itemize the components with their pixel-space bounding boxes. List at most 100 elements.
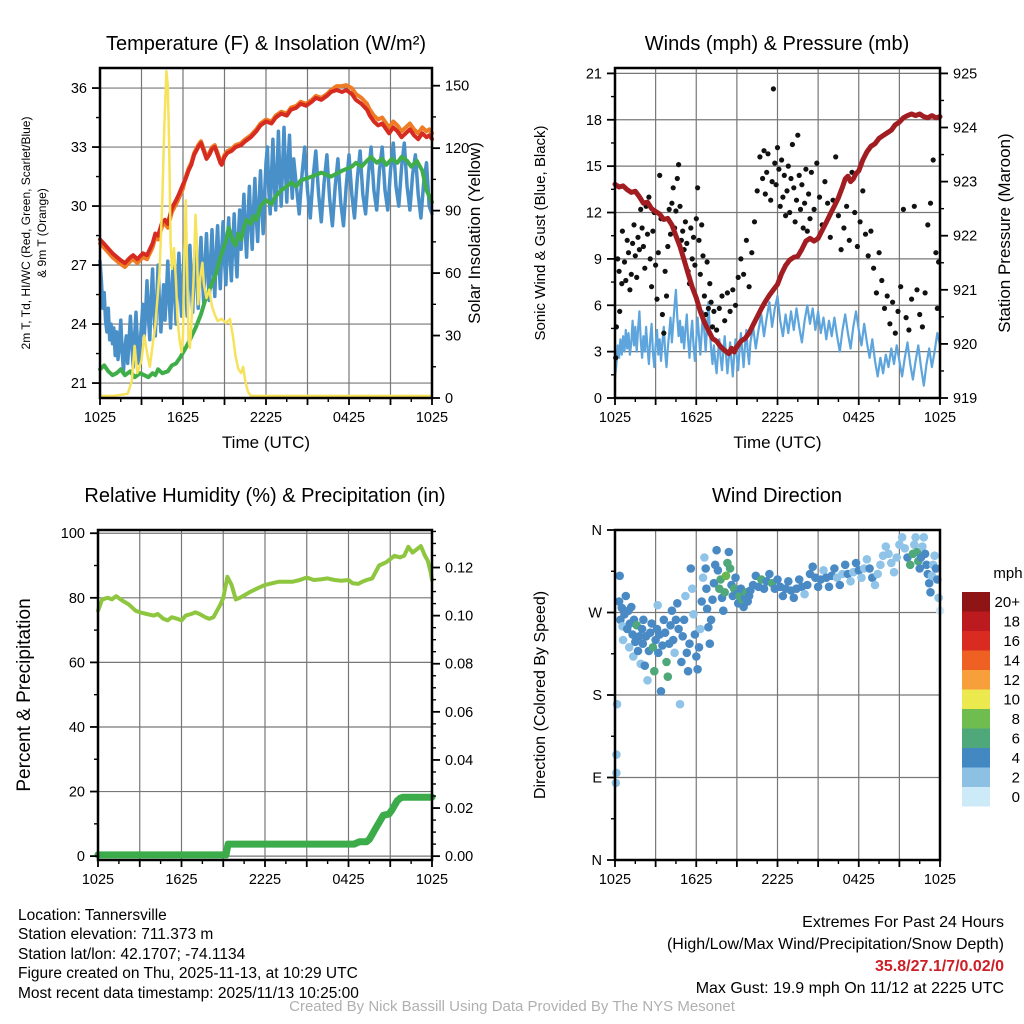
speed-colorbar: mph 20+ 18 16 14 12 10 8 6 4 2 0	[962, 565, 1023, 807]
x-tick-label: 2225	[249, 872, 281, 888]
y-left-tick-label: 15	[586, 159, 602, 175]
y-left-tick-label: 0	[594, 391, 602, 407]
y-left-tick-label: 27	[71, 258, 87, 274]
x-axis-label: Time (UTC)	[733, 433, 821, 452]
x-tick-label: 2225	[761, 872, 793, 888]
extremes-title: Extremes For Past 24 Hours	[802, 914, 1004, 931]
x-tick-label: 2225	[250, 410, 282, 426]
chart-title: Wind Direction	[712, 485, 842, 507]
x-tick-label: 1025	[924, 872, 956, 888]
y-right-tick-label: 120	[445, 141, 469, 157]
chart-title: Winds (mph) & Pressure (mb)	[645, 33, 910, 55]
x-tick-label: 1025	[599, 872, 631, 888]
humidity-series	[96, 544, 434, 623]
x-tick-label: 1025	[599, 410, 631, 426]
winds-pressure-chart: 1025 1625 2225 0425 1025 0 3 6 9 12 15 18 21 919 920 92…	[532, 33, 1014, 452]
y-left-tick-label: 0	[77, 849, 85, 865]
y-left-tick-label: 9	[594, 252, 602, 268]
y-left-tick-label: 60	[69, 655, 85, 671]
y-right-axis-label: Station Pressure (Maroon)	[995, 133, 1014, 332]
y-left-tick-label: 36	[71, 81, 87, 97]
x-tick-label: 0425	[333, 410, 365, 426]
colorbar-label: 20+	[995, 594, 1021, 611]
x-tick-label: 1625	[680, 872, 712, 888]
pressure-series	[612, 111, 943, 357]
x-tick-label: 0425	[843, 410, 875, 426]
x-tick-label: 1625	[167, 410, 199, 426]
chart-title: Temperature (F) & Insolation (W/m²)	[106, 33, 426, 55]
y-right-tick-label: 0.12	[445, 561, 473, 577]
y-right-tick-label: 30	[445, 329, 461, 345]
max-gust: Max Gust: 19.9 mph On 11/12 at 2225 UTC	[695, 980, 1004, 997]
y-left-tick-label: N	[592, 523, 602, 539]
station-location: Location: Tannersville	[18, 907, 167, 924]
station-info-block: Location: Tannersville Station elevation…	[18, 906, 359, 1003]
solar-insolation-series	[98, 69, 434, 398]
y-right-tick-label: 60	[445, 266, 461, 282]
y-left-axis-label: 2m T, Td, HI/WC (Red, Green, Scarlet/Blu…	[19, 117, 33, 350]
y-right-tick-label: 924	[953, 121, 977, 137]
colorbar-label: 2	[1012, 769, 1020, 786]
x-tick-label: 0425	[332, 872, 364, 888]
station-latlon: Station lat/lon: 42.1707; -74.1134	[18, 945, 246, 963]
sonic-wind-series	[613, 288, 942, 387]
colorbar-label: 12	[1003, 672, 1020, 689]
y-left-tick-label: S	[592, 688, 602, 704]
y-left-tick-label: 33	[71, 140, 87, 156]
y-right-tick-label: 921	[953, 283, 977, 299]
credit-line: Created By Nick Bassill Using Data Provi…	[289, 998, 735, 1015]
x-tick-label: 1025	[416, 872, 448, 888]
y-left-tick-label: E	[592, 771, 602, 787]
y-right-axis-label: Solar Insolation (Yellow)	[465, 142, 484, 324]
colorbar-title: mph	[993, 565, 1022, 582]
y-left-tick-label: N	[592, 853, 602, 869]
precip-series	[94, 793, 436, 859]
y-right-tick-label: 0.00	[445, 849, 473, 865]
y-left-axis-label: & 9m T (Orange)	[35, 188, 49, 278]
hi-wc-series	[98, 125, 434, 374]
colorbar-label: 18	[1003, 613, 1020, 630]
y-left-tick-label: 12	[586, 206, 602, 222]
y-right-tick-label: 925	[953, 66, 977, 82]
y-left-tick-label: 18	[586, 113, 602, 129]
y-right-tick-label: 922	[953, 229, 977, 245]
x-tick-label: 0425	[843, 872, 875, 888]
y-left-tick-label: 3	[594, 345, 602, 361]
y-right-tick-label: 923	[953, 175, 977, 191]
x-tick-label: 2225	[761, 410, 793, 426]
y-left-axis-label: Direction (Colored By Speed)	[532, 591, 549, 799]
y-right-tick-label: 90	[445, 204, 461, 220]
y-right-tick-label: 0.10	[445, 609, 473, 625]
temperature-insolation-chart: 1025 1625 2225 0425 1025 21 24 27 30 33 36 0 30 60 90 1…	[19, 33, 484, 452]
x-tick-label: 1025	[82, 872, 114, 888]
temp-2m-series	[98, 88, 434, 266]
chart-title: Relative Humidity (%) & Precipitation (i…	[84, 485, 445, 507]
wind-direction-dots	[611, 533, 945, 788]
extremes-subtitle: (High/Low/Max Wind/Precipitation/Snow De…	[666, 936, 1004, 953]
colorbar-label: 14	[1003, 652, 1020, 669]
wind-direction-chart: 1025 1625 2225 0425 1025 N W S E N Wind Direction D…	[532, 485, 1023, 888]
x-tick-label: 1025	[416, 410, 448, 426]
colorbar-label: 4	[1012, 750, 1020, 767]
colorbar-label: 6	[1012, 730, 1020, 747]
y-right-tick-label: 0.04	[445, 753, 473, 769]
y-left-tick-label: 6	[594, 298, 602, 314]
colorbar-label: 16	[1003, 633, 1020, 650]
y-left-tick-label: 24	[71, 317, 87, 333]
x-tick-label: 1025	[924, 410, 956, 426]
y-right-tick-label: 0	[445, 391, 453, 407]
y-left-tick-label: W	[588, 606, 602, 622]
y-right-tick-label: 0.02	[445, 801, 473, 817]
y-left-tick-label: 80	[69, 591, 85, 607]
x-tick-label: 1625	[165, 872, 197, 888]
x-axis-label: Time (UTC)	[222, 433, 310, 452]
y-right-tick-label: 150	[445, 79, 469, 95]
extremes-block: Extremes For Past 24 Hours (High/Low/Max…	[667, 912, 1004, 1000]
y-left-tick-label: 21	[71, 376, 87, 392]
extremes-values: 35.8/27.1/7/0.02/0	[875, 958, 1004, 975]
colorbar-label: 10	[1003, 691, 1020, 708]
x-tick-label: 1025	[84, 410, 116, 426]
station-elevation: Station elevation: 711.373 m	[18, 926, 214, 944]
y-left-axis-label: Sonic Wind & Gust (Blue, Black)	[532, 125, 549, 340]
y-right-tick-label: 0.06	[445, 705, 473, 721]
